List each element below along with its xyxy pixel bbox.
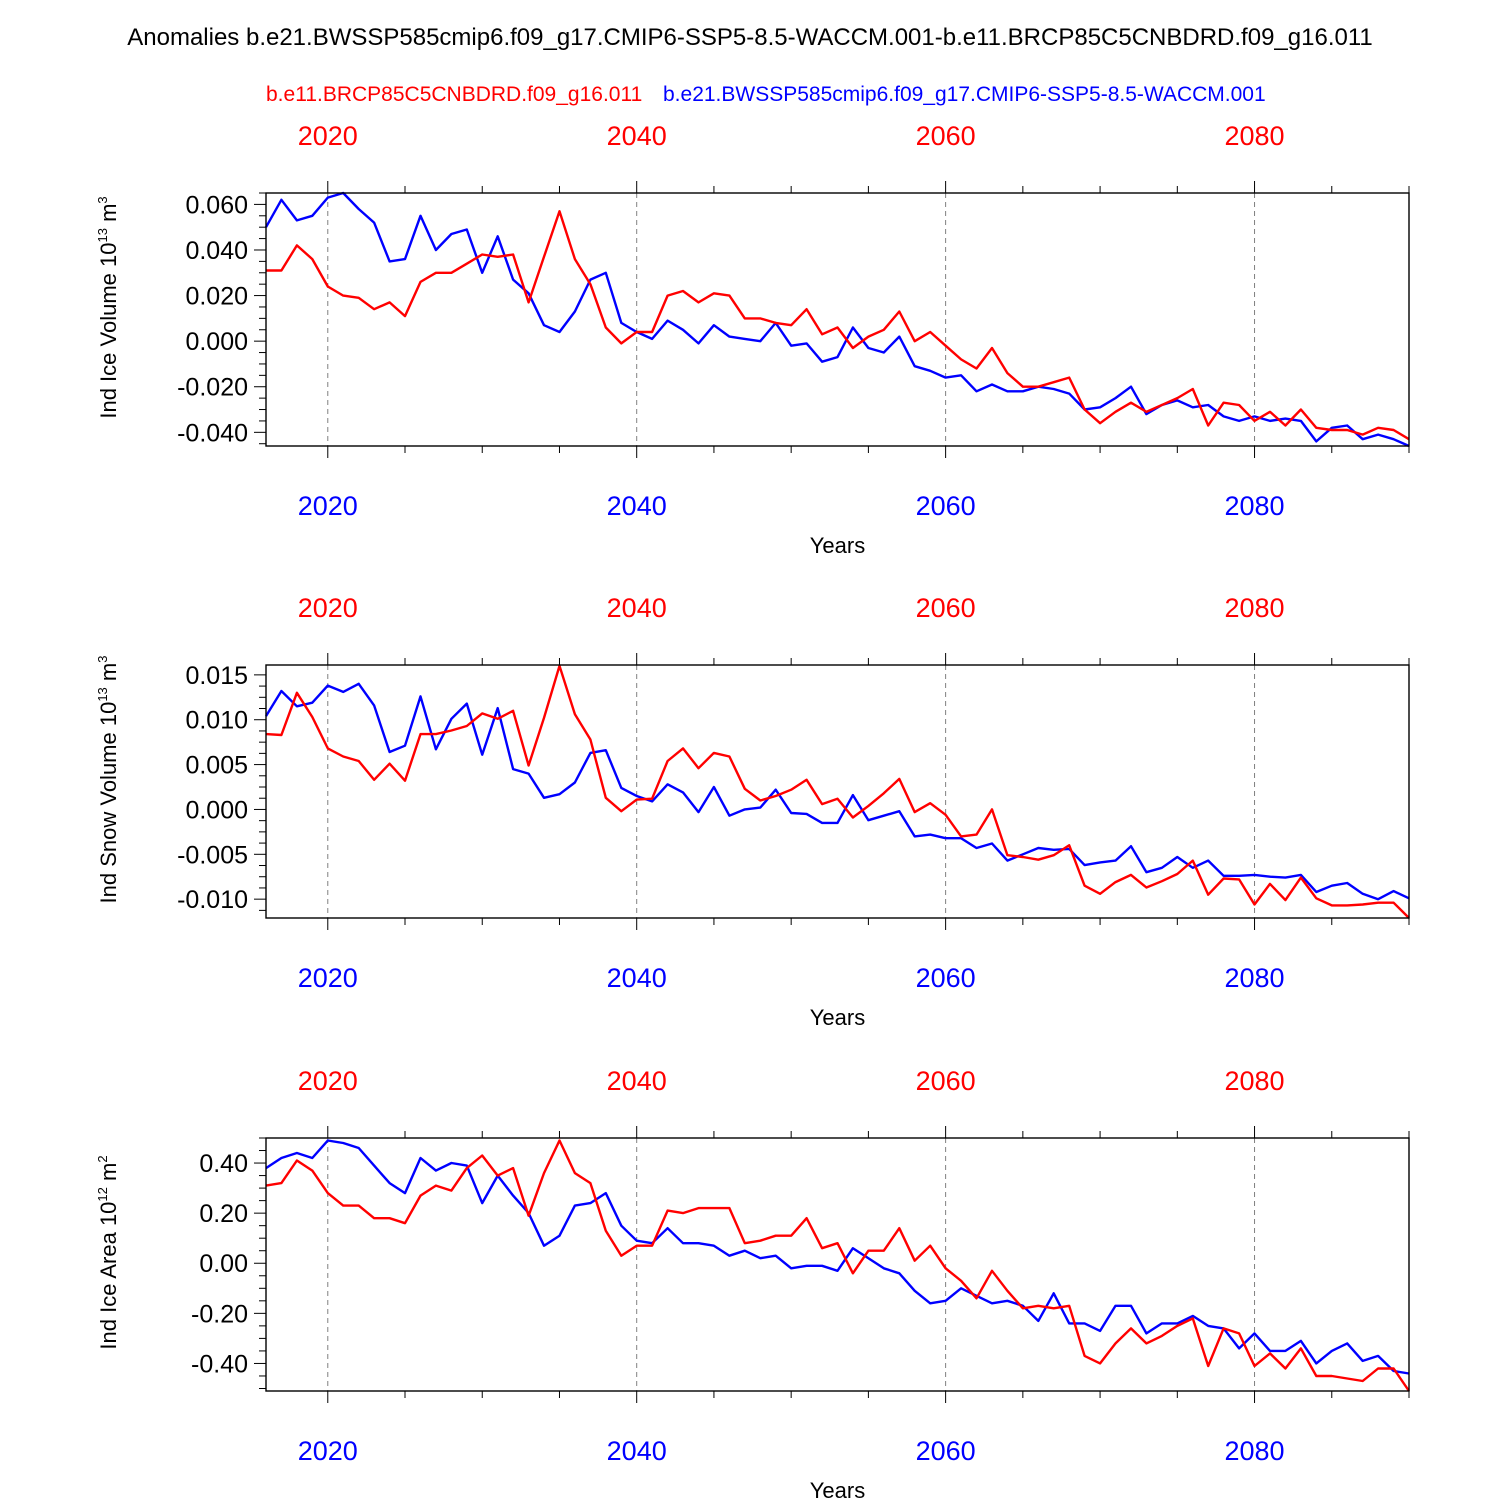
y-tick-label: 0.060: [185, 191, 248, 219]
top-tick-label: 2040: [607, 1066, 667, 1096]
main-title: Anomalies b.e21.BWSSP585cmip6.f09_g17.CM…: [127, 24, 1373, 51]
top-tick-label: 2040: [607, 121, 667, 151]
legend-red-label: b.e11.BRCP85C5CNBDRD.f09_g16.011: [266, 83, 642, 106]
plot-frame: [265, 1137, 1410, 1392]
bottom-tick-label: 2080: [1225, 963, 1285, 993]
y-tick-label: 0.010: [185, 707, 248, 735]
y-tick-label: 0.40: [199, 1150, 248, 1178]
panel-2: 0.015 0.010 0.005 0.000 -0.005 -0.010 2020 2040…: [95, 593, 1410, 1030]
series-line-red: [265, 1139, 1410, 1392]
bottom-tick-label: 2060: [916, 963, 976, 993]
y-tick-label: 0.000: [185, 328, 248, 356]
bottom-tick-label: 2020: [298, 491, 358, 521]
y-tick-label: 0.005: [185, 752, 248, 780]
y-unit-power: 3: [95, 656, 110, 663]
top-tick-label: 2020: [298, 593, 358, 623]
top-tick-label: 2060: [916, 593, 976, 623]
y-tick-label: 0.020: [185, 283, 248, 311]
bottom-tick-label: 2020: [298, 963, 358, 993]
panel-3: 0.40 0.20 0.00 -0.20 -0.40 2020 2040 2060 2080 20…: [95, 1066, 1410, 1500]
top-tick-label: 2080: [1225, 121, 1285, 151]
y-axis-label: Ind Ice Area 1012 m2: [95, 1155, 121, 1349]
y-tick-label: 0.040: [185, 237, 248, 265]
y-unit-exponent: 13: [95, 228, 110, 242]
panels: 0.060 0.040 0.020 0.000 -0.020 -0.040 2020 2040…: [95, 121, 1410, 1500]
x-axis-label: Years: [810, 533, 865, 558]
y-unit-power: 2: [95, 1155, 110, 1162]
y-unit-base: m: [96, 204, 121, 228]
bottom-tick-label: 2080: [1225, 1436, 1285, 1466]
series-line-blue: [264, 682, 1410, 901]
bottom-tick-label: 2080: [1225, 491, 1285, 521]
y-tick-label: -0.20: [191, 1300, 248, 1328]
top-tick-label: 2080: [1225, 1066, 1285, 1096]
x-axis-label: Years: [810, 1005, 865, 1030]
bottom-tick-label: 2040: [607, 491, 667, 521]
bottom-tick-label: 2040: [607, 1436, 667, 1466]
bottom-tick-label: 2040: [607, 963, 667, 993]
y-unit-base: m: [96, 1163, 121, 1187]
panel-1: 0.060 0.040 0.020 0.000 -0.020 -0.040 2020 2040…: [95, 121, 1410, 558]
y-axis-label: Ind Snow Volume 1013 m3: [95, 656, 121, 904]
top-tick-label: 2060: [916, 1066, 976, 1096]
y-tick-label: -0.40: [191, 1350, 248, 1378]
top-tick-label: 2080: [1225, 593, 1285, 623]
bottom-tick-label: 2060: [916, 1436, 976, 1466]
top-tick-label: 2060: [916, 121, 976, 151]
top-tick-label: 2020: [298, 1066, 358, 1096]
plot-frame: [265, 192, 1410, 447]
plot-frame: [265, 664, 1410, 919]
top-tick-label: 2040: [607, 593, 667, 623]
y-tick-label: 0.015: [185, 662, 248, 690]
y-axis-label-text: Ind Ice Area 10: [96, 1202, 121, 1350]
legend-blue-label: b.e21.BWSSP585cmip6.f09_g17.CMIP6-SSP5-8…: [663, 83, 1266, 106]
y-axis-label-text: Ind Snow Volume 10: [96, 702, 121, 904]
y-tick-label: 0.20: [199, 1200, 248, 1228]
series-line-red: [265, 664, 1410, 919]
series-line-blue: [264, 191, 1410, 448]
x-axis-label: Years: [810, 1478, 865, 1500]
y-tick-label: 0.000: [185, 796, 248, 824]
series-line-red: [266, 209, 1410, 441]
y-tick-label: -0.010: [177, 886, 248, 914]
y-tick-label: -0.020: [177, 374, 248, 402]
series-line-blue: [265, 1139, 1410, 1375]
y-unit-base: m: [96, 663, 121, 687]
bottom-tick-label: 2060: [916, 491, 976, 521]
y-tick-label: -0.040: [177, 419, 248, 447]
bottom-tick-label: 2020: [298, 1436, 358, 1466]
y-axis-label: Ind Ice Volume 1013 m3: [95, 196, 121, 418]
y-tick-label: 0.00: [199, 1250, 248, 1278]
top-tick-label: 2020: [298, 121, 358, 151]
y-unit-power: 3: [95, 196, 110, 203]
y-unit-exponent: 12: [95, 1187, 110, 1201]
y-tick-label: -0.005: [177, 841, 248, 869]
y-axis-label-text: Ind Ice Volume 10: [96, 243, 121, 419]
y-unit-exponent: 13: [95, 687, 110, 701]
